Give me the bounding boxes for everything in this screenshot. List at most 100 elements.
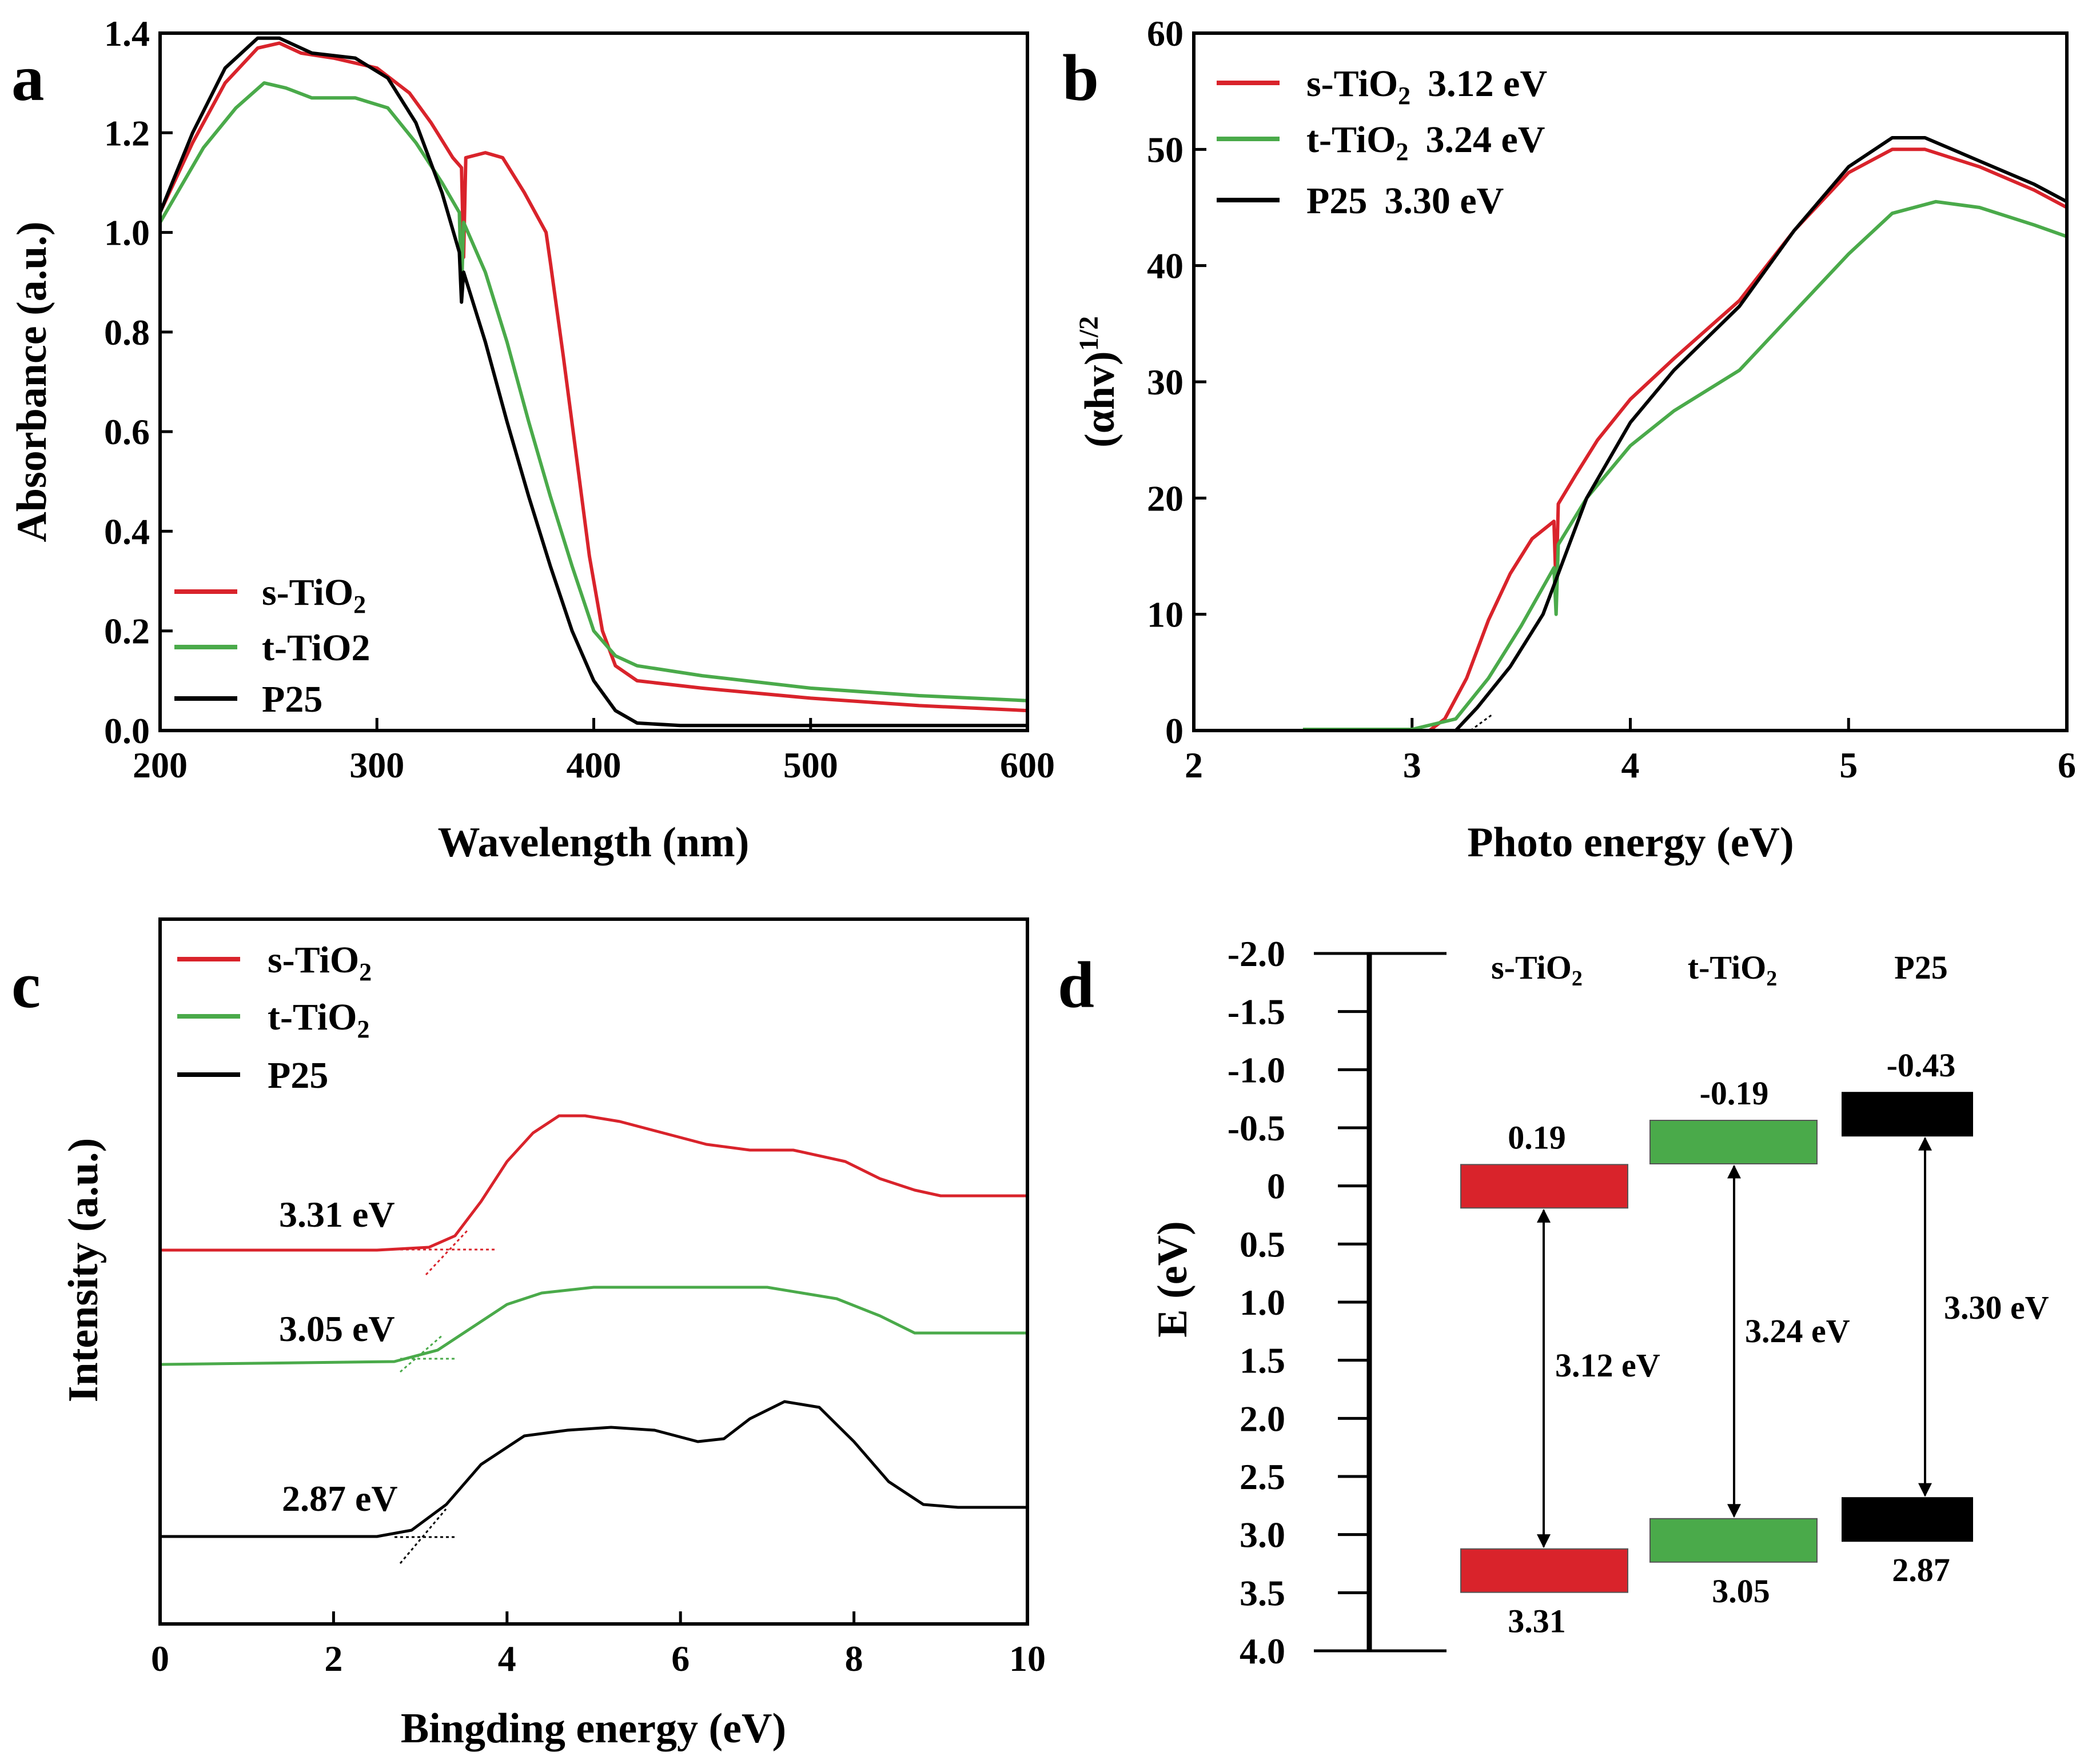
panel-c-tangent-lines bbox=[395, 1228, 497, 1564]
series-line-p25 bbox=[1454, 136, 2068, 732]
panel-c-ylabel: Intensity (a.u.) bbox=[60, 1138, 107, 1403]
energy-tick-label: -2.0 bbox=[1228, 933, 1285, 974]
y-tick-label: 0.2 bbox=[104, 611, 150, 652]
panel-b-legend: s-TiO2 3.12 eV t-TiO2 3.24 eV P25 3.30 eV bbox=[1217, 63, 1547, 222]
energy-tick-label: -0.5 bbox=[1228, 1108, 1285, 1148]
vb-block-t-tio2 bbox=[1649, 1518, 1818, 1563]
series-line-ttio2 bbox=[160, 1286, 1027, 1366]
panel-a-chart: a 200 300 400 500 600 0.0 0.2 0.4 0.6 0.8 1.0 1.2 1.… bbox=[9, 13, 1055, 866]
cb-block-t-tio2 bbox=[1649, 1120, 1818, 1164]
x-tick-label: 400 bbox=[567, 745, 621, 785]
y-tick-label: 0.0 bbox=[104, 711, 150, 751]
panel-c-chart: c 0 2 4 6 8 10 3.31 eV 3.05 eV 2.87 eV Bingdi… bbox=[11, 917, 1046, 1752]
panel-c-xlabel: Bingding energy (eV) bbox=[401, 1705, 786, 1752]
legend-label-s-tio2: s-TiO2 bbox=[268, 939, 372, 986]
panel-b-series bbox=[1302, 136, 2068, 732]
cb-label-p25: -0.43 bbox=[1887, 1047, 1956, 1084]
panel-c-frame bbox=[158, 917, 1029, 1626]
y-tick-label: 50 bbox=[1147, 129, 1184, 170]
panel-d-ylabel: E (eV) bbox=[1149, 1221, 1196, 1337]
cb-block-s-tio2 bbox=[1460, 1164, 1628, 1209]
panel-b-extrapolation-line bbox=[1470, 713, 1493, 732]
energy-tick-label: 3.0 bbox=[1240, 1515, 1285, 1555]
x-tick-label: 6 bbox=[671, 1638, 690, 1679]
panel-a-series bbox=[158, 36, 1028, 728]
legend-label-t-tio2: t-TiO2 bbox=[262, 627, 370, 669]
y-tick-label: 1.0 bbox=[104, 213, 150, 253]
cb-label-t-tio2: -0.19 bbox=[1700, 1075, 1769, 1112]
y-tick-label: 1.4 bbox=[104, 13, 150, 54]
header-s-tio2: s-TiO2 bbox=[1491, 949, 1583, 991]
panel-b-xlabel: Photo energy (eV) bbox=[1467, 819, 1794, 866]
series-line-stio2 bbox=[160, 1114, 1027, 1252]
series-line-p25 bbox=[160, 1400, 1027, 1538]
x-tick-label: 600 bbox=[1000, 745, 1055, 785]
legend-label-p25: P25 bbox=[262, 679, 322, 720]
tangent-edge-s-tio2 bbox=[425, 1228, 470, 1276]
series-line-ttio2 bbox=[158, 81, 1028, 703]
y-tick-label: 0 bbox=[1165, 711, 1184, 751]
energy-tick-label: 1.0 bbox=[1240, 1282, 1285, 1323]
legend-label-s-tio2: s-TiO2 bbox=[262, 572, 366, 618]
panel-a-letter: a bbox=[11, 42, 45, 114]
energy-tick-label: 0 bbox=[1267, 1166, 1285, 1207]
panel-a-ticks: 200 300 400 500 600 0.0 0.2 0.4 0.6 0.8 1.0 1.2 1.4 bbox=[104, 13, 1055, 785]
energy-tick-label: 0.5 bbox=[1240, 1224, 1285, 1264]
panel-b-ylabel: (αhv)1/2 bbox=[1074, 316, 1123, 448]
x-tick-label: 300 bbox=[349, 745, 404, 785]
x-tick-label: 8 bbox=[845, 1638, 863, 1679]
header-p25: P25 bbox=[1894, 949, 1947, 986]
vb-label-t-tio2: 3.05 bbox=[1712, 1573, 1770, 1610]
header-t-tio2: t-TiO2 bbox=[1688, 949, 1778, 991]
series-line-ttio2 bbox=[1302, 199, 2068, 731]
gap-label-p25: 3.30 eV bbox=[1944, 1289, 2049, 1326]
y-tick-label: 1.2 bbox=[104, 113, 150, 153]
tangent-edge-t-tio2 bbox=[400, 1334, 444, 1373]
x-tick-label: 4 bbox=[498, 1638, 516, 1679]
panel-d-chart: d -2.0 -1.5 -1.0 -0.5 0 0.5 1.0 1.5 2.0 2.5 3.0 3.5… bbox=[1058, 933, 2049, 1671]
energy-tick-label: 4.0 bbox=[1240, 1631, 1285, 1671]
panel-d-ticks: -2.0 -1.5 -1.0 -0.5 0 0.5 1.0 1.5 2.0 2.5 3.0 3.5 4.… bbox=[1228, 933, 1447, 1671]
y-tick-label: 20 bbox=[1147, 478, 1184, 518]
energy-tick-label: -1.5 bbox=[1228, 992, 1285, 1032]
vb-block-p25 bbox=[1842, 1497, 1973, 1542]
panel-d-material-headers: s-TiO2 t-TiO2 P25 bbox=[1491, 949, 1948, 991]
legend-label-t-tio2: t-TiO2 bbox=[268, 996, 369, 1043]
cb-block-p25 bbox=[1842, 1092, 1973, 1137]
x-tick-label: 0 bbox=[151, 1638, 169, 1679]
panel-c-letter: c bbox=[11, 949, 41, 1021]
panel-b-letter: b bbox=[1062, 42, 1099, 114]
energy-tick-label: -1.0 bbox=[1228, 1049, 1285, 1090]
x-tick-label: 6 bbox=[2058, 745, 2076, 785]
energy-tick-label: 2.5 bbox=[1240, 1456, 1285, 1497]
panel-a-xlabel: Wavelength (nm) bbox=[438, 819, 750, 866]
y-tick-label: 0.8 bbox=[104, 312, 150, 353]
edge-label-s-tio2: 3.31 eV bbox=[279, 1194, 395, 1235]
energy-tick-label: 1.5 bbox=[1240, 1340, 1285, 1381]
panel-c-ticks: 0 2 4 6 8 10 bbox=[151, 1611, 1046, 1679]
y-tick-label: 0.6 bbox=[104, 412, 150, 452]
x-tick-label: 2 bbox=[324, 1638, 342, 1679]
y-tick-label: 0.4 bbox=[104, 511, 150, 552]
x-tick-label: 5 bbox=[1839, 745, 1858, 785]
panel-a-ylabel: Absorbance (a.u.) bbox=[9, 221, 55, 542]
series-line-stio2 bbox=[158, 41, 1028, 713]
x-tick-label: 500 bbox=[783, 745, 838, 785]
tangent-edge-p25 bbox=[399, 1508, 447, 1564]
y-tick-label: 30 bbox=[1147, 362, 1184, 402]
edge-label-p25: 2.87 eV bbox=[282, 1478, 398, 1519]
edge-label-t-tio2: 3.05 eV bbox=[279, 1308, 395, 1349]
panel-b-frame bbox=[1192, 31, 2069, 732]
panel-a-frame bbox=[158, 31, 1029, 732]
energy-tick-label: 3.5 bbox=[1240, 1573, 1285, 1613]
panel-d-bands: 0.19 3.31 3.12 eV -0.19 3.05 3.24 eV -0.… bbox=[1460, 1047, 2049, 1640]
panel-c-legend: s-TiO2 t-TiO2 P25 bbox=[177, 939, 372, 1096]
x-tick-label: 4 bbox=[1621, 745, 1640, 785]
cb-label-s-tio2: 0.19 bbox=[1508, 1119, 1566, 1156]
series-line-stio2 bbox=[1428, 147, 2068, 732]
energy-tick-label: 2.0 bbox=[1240, 1398, 1285, 1439]
y-tick-label: 60 bbox=[1147, 13, 1184, 54]
